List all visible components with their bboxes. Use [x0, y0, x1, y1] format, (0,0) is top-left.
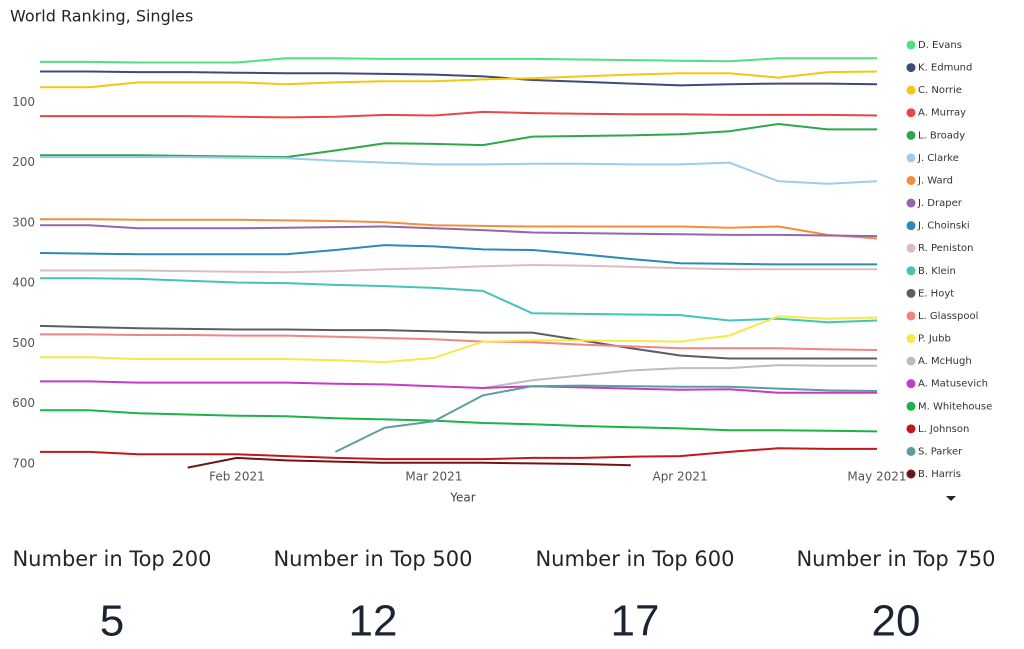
legend-label: J. Clarke [917, 153, 959, 164]
legend-label: K. Edmund [918, 63, 972, 74]
series-line [39, 244, 877, 266]
legend-marker [906, 266, 916, 276]
legend-marker [906, 243, 916, 253]
card-title: Number in Top 500 [273, 547, 472, 571]
card-value: 12 [349, 597, 398, 646]
legend-label: B. Harris [918, 469, 961, 480]
legend-marker [906, 334, 916, 344]
legend-label: E. Hoyt [918, 288, 954, 299]
y-tick-label: 600 [12, 396, 35, 410]
legend-marker [906, 85, 916, 95]
series-line [40, 70, 878, 87]
legend-label: M. Whitehouse [918, 401, 992, 412]
legend-label: D. Evans [918, 40, 962, 51]
x-tick-label: Mar 2021 [405, 470, 462, 484]
series-line [40, 110, 878, 119]
card-title: Number in Top 750 [796, 547, 995, 571]
y-tick-label: 200 [12, 155, 35, 169]
legend-label: A. Murray [918, 108, 966, 119]
series-line [40, 264, 877, 274]
legend-marker [906, 108, 916, 118]
y-tick-label: 400 [12, 276, 35, 290]
legend-marker [906, 153, 916, 163]
series-line [40, 315, 878, 364]
series-line [40, 218, 878, 240]
legend-marker [906, 288, 916, 298]
plot-lines [39, 57, 878, 469]
legend-label: S. Parker [918, 446, 963, 457]
series-line [40, 156, 878, 185]
series-line [40, 57, 877, 64]
legend-label: L. Johnson [918, 424, 969, 435]
x-tick-label: May 2021 [847, 470, 906, 484]
series-line [482, 364, 877, 389]
series-line [334, 384, 878, 453]
legend-marker [906, 424, 916, 434]
legend-marker [906, 221, 916, 231]
legend-marker [906, 311, 916, 321]
dropdown-caret[interactable] [946, 496, 956, 501]
series-line [40, 277, 878, 324]
chart-title: World Ranking, Singles [10, 7, 193, 26]
series-line [39, 324, 877, 360]
series-line [187, 456, 631, 469]
card-value: 20 [872, 597, 921, 646]
legend-marker [906, 469, 916, 479]
legend-label: C. Norrie [918, 85, 962, 96]
x-tick-label: Apr 2021 [652, 470, 707, 484]
y-tick-label: 500 [12, 336, 35, 350]
legend-marker [906, 198, 916, 208]
legend-label: R. Peniston [918, 243, 973, 254]
legend-marker [906, 446, 916, 456]
legend-marker [906, 130, 916, 140]
legend-label: B. Klein [918, 266, 956, 277]
series-line [40, 447, 877, 461]
legend-marker [906, 40, 916, 50]
series-line [40, 70, 878, 89]
card-value: 5 [100, 597, 124, 646]
series-line [40, 224, 878, 238]
card-value: 17 [611, 597, 660, 646]
y-tick-label: 700 [12, 456, 35, 470]
series-line [40, 380, 877, 394]
legend-marker [906, 175, 916, 185]
legend-label: L. Glasspool [918, 311, 978, 322]
legend-label: J. Ward [917, 175, 953, 186]
legend-marker [906, 63, 916, 73]
legend-marker [906, 356, 916, 366]
y-tick-label: 100 [12, 95, 35, 109]
legend-label: J. Choinski [917, 221, 970, 232]
card-title: Number in Top 600 [535, 547, 734, 571]
legend-label: A. McHugh [918, 356, 972, 367]
legend-label: L. Broady [918, 130, 965, 141]
series-line [40, 333, 878, 351]
card-title: Number in Top 200 [12, 547, 211, 571]
x-tick-label: Feb 2021 [209, 470, 265, 484]
legend-label: P. Jubb [918, 334, 951, 345]
legend-label: J. Draper [917, 198, 963, 209]
x-axis-title: Year [449, 491, 475, 505]
legend-marker [906, 401, 916, 411]
legend-marker [906, 379, 916, 389]
y-tick-label: 300 [12, 215, 35, 229]
legend-label: A. Matusevich [918, 379, 988, 390]
series-line [40, 123, 877, 159]
series-line [40, 409, 878, 433]
